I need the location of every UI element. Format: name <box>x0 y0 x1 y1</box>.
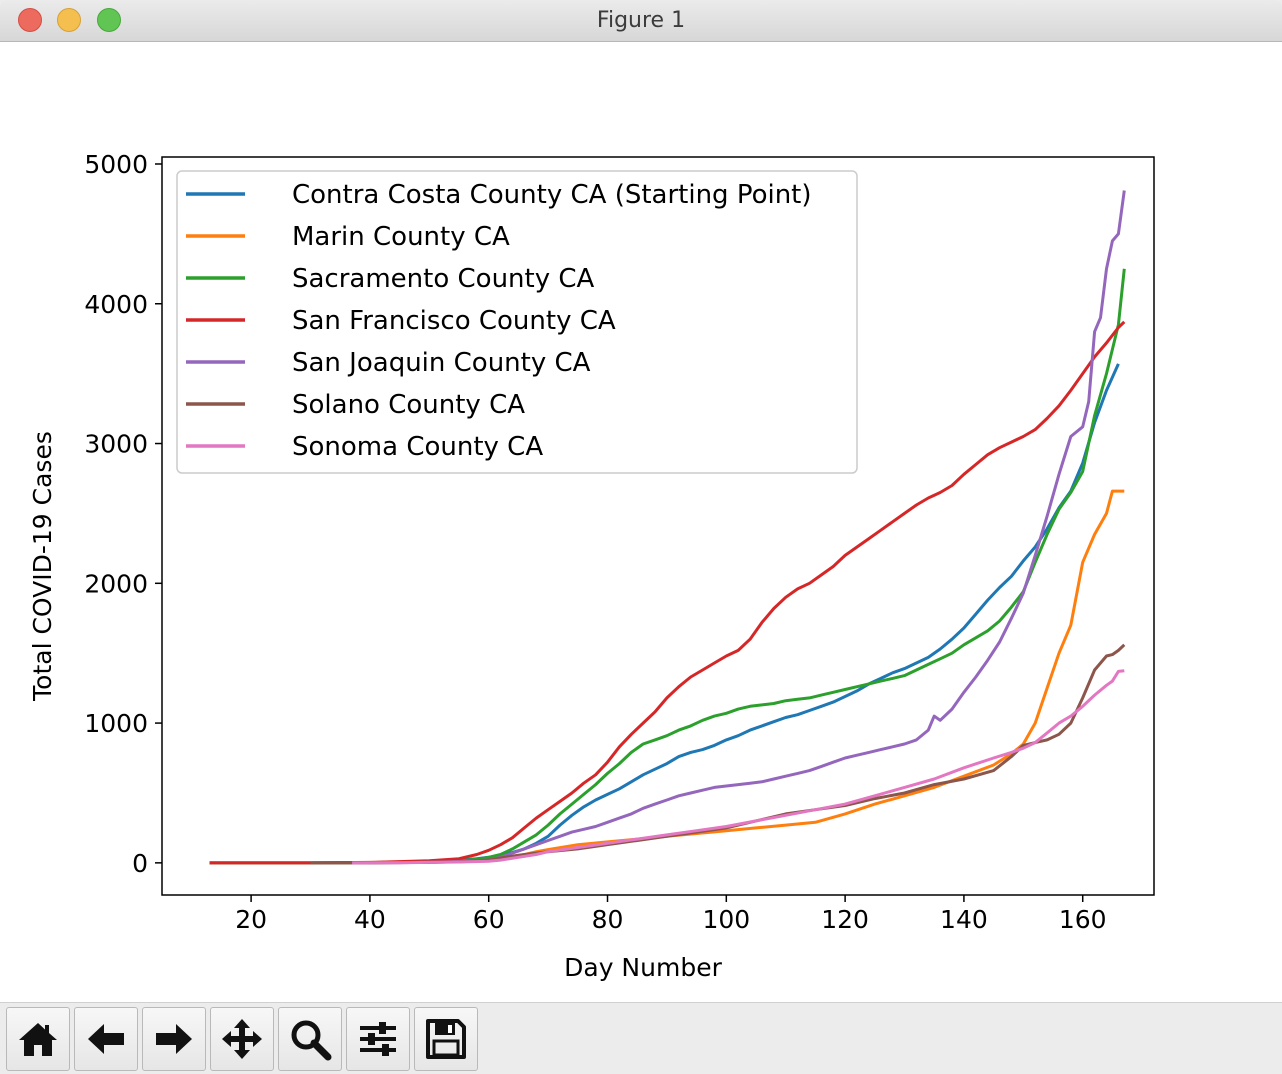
y-tick-label: 4000 <box>84 290 148 319</box>
zoom-button[interactable] <box>278 1007 342 1071</box>
y-tick-label: 2000 <box>84 569 148 598</box>
save-button[interactable] <box>414 1007 478 1071</box>
legend-label-2: Sacramento County CA <box>292 264 595 294</box>
zoom-icon <box>291 1020 332 1061</box>
x-tick-label: 60 <box>473 905 505 934</box>
forward-button[interactable] <box>142 1007 206 1071</box>
y-tick-label: 3000 <box>84 430 148 459</box>
x-tick-label: 40 <box>354 905 386 934</box>
back-button[interactable] <box>74 1007 138 1071</box>
x-tick-label: 100 <box>702 905 750 934</box>
legend-label-6: Sonoma County CA <box>292 432 543 462</box>
axes-frame <box>161 156 1155 896</box>
x-tick-label: 160 <box>1059 905 1107 934</box>
y-axis-label: Total COVID-19 Cases <box>28 431 57 702</box>
legend-label-0: Contra Costa County CA (Starting Point) <box>292 180 812 210</box>
x-tick-label: 80 <box>592 905 624 934</box>
x-tick-label: 140 <box>940 905 988 934</box>
title-bar[interactable]: Figure 1 <box>0 0 1282 42</box>
y-tick-label: 0 <box>132 849 148 878</box>
x-axis-label: Day Number <box>564 953 722 982</box>
forward-arrow-icon <box>156 1024 192 1054</box>
pan-icon <box>222 1019 262 1059</box>
series-line-2 <box>209 268 1126 865</box>
y-tick-label: 5000 <box>84 150 148 179</box>
pan-button[interactable] <box>210 1007 274 1071</box>
figure-canvas[interactable]: 20 40 60 80 100 120 140 160 0 1000 2000 3000 4000 500… <box>0 42 1282 1002</box>
series-line-3 <box>209 320 1126 865</box>
home-button[interactable] <box>6 1007 70 1071</box>
x-tick-label: 120 <box>821 905 869 934</box>
legend-box <box>176 170 858 474</box>
minimize-window-button[interactable] <box>57 8 81 32</box>
legend-label-4: San Joaquin County CA <box>292 348 591 378</box>
series-line-6 <box>352 669 1125 865</box>
navigation-toolbar <box>0 1002 1282 1074</box>
y-tick-label: 1000 <box>84 709 148 738</box>
legend-label-5: Solano County CA <box>292 390 525 420</box>
window-title: Figure 1 <box>596 8 686 33</box>
maximize-window-button[interactable] <box>97 8 121 32</box>
series-line-4 <box>352 190 1126 865</box>
x-tick-label: 20 <box>235 905 267 934</box>
configure-subplots-button[interactable] <box>346 1007 410 1071</box>
save-icon <box>426 1019 466 1059</box>
back-arrow-icon <box>88 1024 124 1054</box>
close-window-button[interactable] <box>18 8 42 32</box>
legend-label-3: San Francisco County CA <box>292 306 616 336</box>
home-icon <box>19 1023 57 1056</box>
configure-subplots-icon <box>360 1022 396 1056</box>
legend-label-1: Marin County CA <box>292 222 510 252</box>
